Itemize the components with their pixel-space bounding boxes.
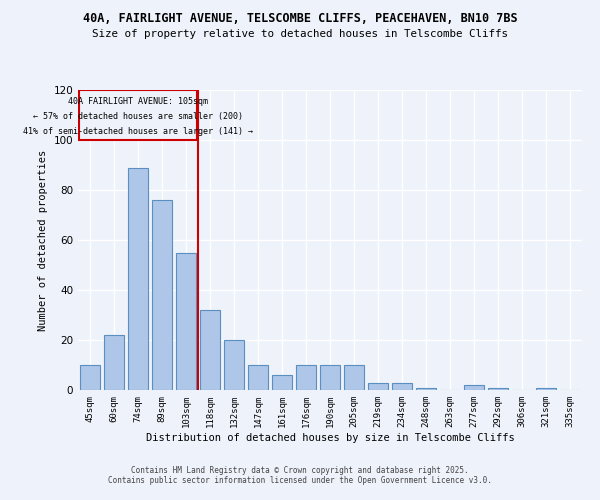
Y-axis label: Number of detached properties: Number of detached properties [38, 150, 48, 330]
Text: 40A FAIRLIGHT AVENUE: 105sqm: 40A FAIRLIGHT AVENUE: 105sqm [68, 97, 208, 106]
Bar [248, 365, 268, 390]
Text: ← 57% of detached houses are smaller (200): ← 57% of detached houses are smaller (20… [33, 112, 243, 120]
Bar [368, 382, 388, 390]
Bar [80, 365, 100, 390]
Bar [320, 365, 340, 390]
X-axis label: Distribution of detached houses by size in Telscombe Cliffs: Distribution of detached houses by size … [146, 432, 514, 442]
Bar [176, 252, 196, 390]
Bar [272, 375, 292, 390]
Text: Size of property relative to detached houses in Telscombe Cliffs: Size of property relative to detached ho… [92, 29, 508, 39]
Bar [464, 385, 484, 390]
Bar [416, 388, 436, 390]
Bar [296, 365, 316, 390]
Bar [128, 168, 148, 390]
Bar [200, 310, 220, 390]
Bar [344, 365, 364, 390]
Bar [392, 382, 412, 390]
Text: Contains HM Land Registry data © Crown copyright and database right 2025.
Contai: Contains HM Land Registry data © Crown c… [108, 466, 492, 485]
Bar [224, 340, 244, 390]
Bar [536, 388, 556, 390]
Bar [152, 200, 172, 390]
Text: 40A, FAIRLIGHT AVENUE, TELSCOMBE CLIFFS, PEACEHAVEN, BN10 7BS: 40A, FAIRLIGHT AVENUE, TELSCOMBE CLIFFS,… [83, 12, 517, 26]
Text: 41% of semi-detached houses are larger (141) →: 41% of semi-detached houses are larger (… [23, 126, 253, 136]
Bar [79, 90, 197, 140]
Bar [104, 335, 124, 390]
Bar [488, 388, 508, 390]
